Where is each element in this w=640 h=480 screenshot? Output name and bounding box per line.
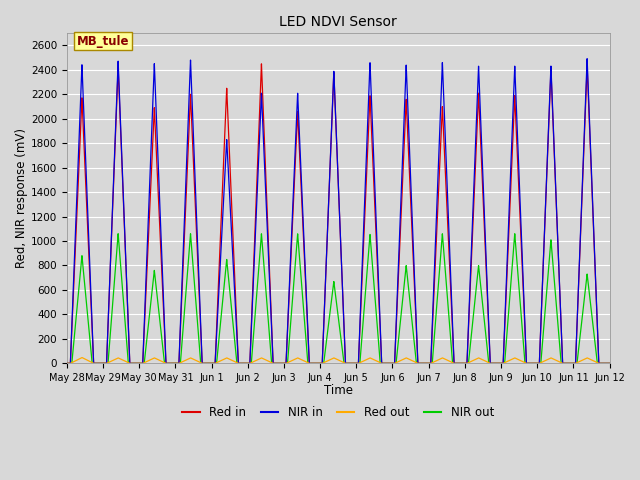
Legend: Red in, NIR in, Red out, NIR out: Red in, NIR in, Red out, NIR out	[177, 401, 499, 423]
Title: LED NDVI Sensor: LED NDVI Sensor	[279, 15, 397, 29]
X-axis label: Time: Time	[324, 384, 353, 397]
Text: MB_tule: MB_tule	[77, 35, 129, 48]
Y-axis label: Red, NIR response (mV): Red, NIR response (mV)	[15, 128, 28, 268]
